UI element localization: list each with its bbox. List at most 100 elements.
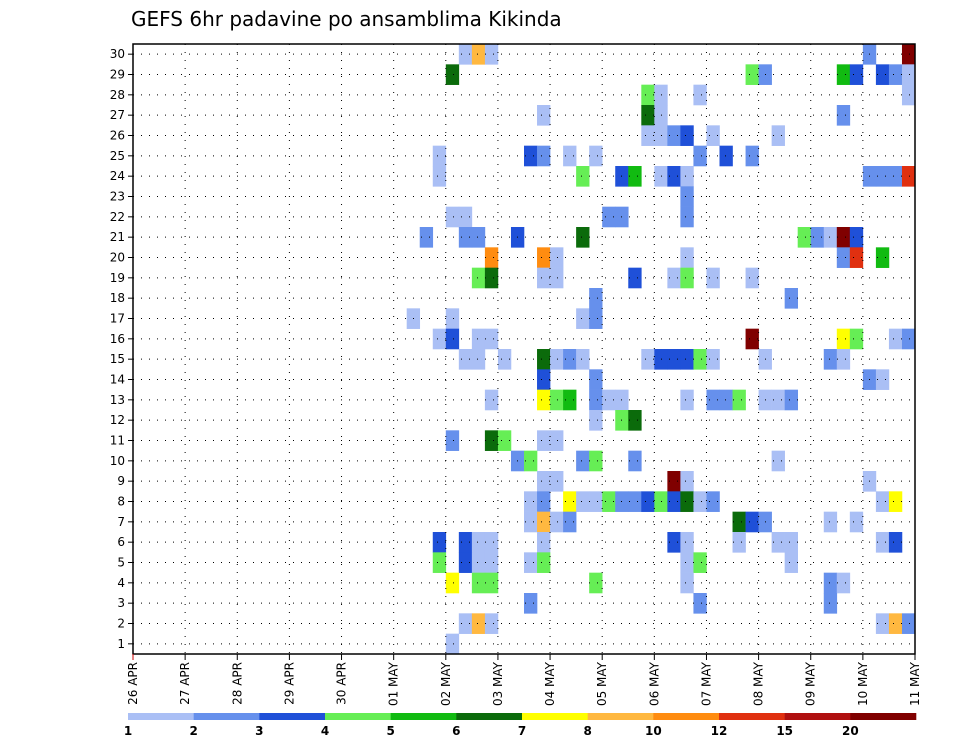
y-tick-label: 17 — [110, 312, 125, 326]
y-tick-label: 22 — [110, 210, 125, 224]
heatmap-cell — [771, 389, 785, 411]
plot-frame — [132, 43, 916, 655]
heatmap-cell — [719, 145, 733, 167]
x-tick-label: 04 MAY — [543, 661, 557, 706]
heatmap-cell — [719, 389, 733, 411]
heatmap-cell — [888, 166, 903, 187]
heatmap-cell — [836, 328, 851, 350]
y-tick-label: 14 — [110, 373, 125, 387]
x-tick-label: 26 APR — [126, 662, 140, 705]
heatmap-cell — [537, 349, 551, 370]
heatmap-cell — [849, 227, 864, 248]
heatmap-cell — [537, 247, 551, 268]
heatmap-cell — [888, 613, 903, 634]
heatmap-cell — [628, 450, 642, 472]
heatmap-cell — [602, 206, 616, 228]
heatmap-cell — [445, 633, 460, 655]
y-tick-label: 10 — [110, 454, 125, 468]
heatmap-cell — [836, 64, 851, 85]
heatmap-cell — [563, 491, 577, 512]
heatmap-cell — [563, 511, 577, 533]
heatmap-cell — [497, 430, 512, 451]
heatmap-cell — [706, 389, 720, 411]
heatmap-cell — [589, 145, 603, 167]
y-tick-label: 29 — [110, 68, 125, 82]
heatmap-cell — [524, 593, 538, 614]
colorbar-swatch — [522, 713, 588, 720]
heatmap-cell — [537, 389, 551, 411]
heatmap-cell — [458, 44, 473, 65]
heatmap-cell — [484, 247, 499, 268]
heatmap-cell — [471, 44, 486, 65]
heatmap-cell — [458, 552, 473, 573]
heatmap-cell — [537, 511, 551, 533]
colorbar-swatch — [456, 713, 523, 720]
colorbar-label: 3 — [255, 724, 263, 738]
heatmap-cell — [693, 491, 707, 512]
heatmap-cell — [432, 552, 447, 573]
heatmap-cell — [745, 145, 759, 167]
heatmap-cell — [745, 511, 759, 533]
heatmap-cell — [537, 430, 551, 451]
heatmap-cell — [693, 349, 707, 370]
y-tick-label: 30 — [110, 47, 125, 61]
heatmap-cell — [471, 227, 486, 248]
heatmap-cell — [576, 227, 590, 248]
heatmap-cell — [680, 389, 694, 411]
y-tick-label: 9 — [117, 474, 125, 488]
heatmap-cell — [471, 572, 486, 594]
x-tick-label: 09 MAY — [804, 661, 818, 706]
y-tick-label: 2 — [117, 617, 125, 631]
heatmap-cell — [680, 206, 694, 228]
colorbar-label: 6 — [452, 724, 460, 738]
heatmap-cell — [550, 471, 564, 492]
x-tick-label: 02 MAY — [439, 661, 453, 706]
heatmap-cell — [537, 532, 551, 553]
heatmap-cell — [680, 166, 694, 187]
heatmap-cell — [693, 145, 707, 167]
heatmap-cell — [732, 532, 746, 553]
heatmap-cell — [667, 125, 681, 146]
y-tick-label: 18 — [110, 291, 125, 305]
heatmap-cell — [458, 613, 473, 634]
heatmap-cell — [628, 166, 642, 187]
heatmap-cell — [667, 532, 681, 553]
heatmap-cell — [875, 613, 890, 634]
heatmap-cell — [471, 349, 486, 370]
heatmap-cell — [849, 328, 864, 350]
heatmap-cell — [693, 552, 707, 573]
heatmap-cell — [888, 328, 903, 350]
heatmap-cell — [484, 532, 499, 553]
y-tick-label: 24 — [110, 169, 125, 183]
heatmap-cell — [550, 349, 564, 370]
heatmap-cell — [589, 288, 603, 309]
heatmap-cell — [875, 64, 890, 85]
heatmap-cell — [706, 125, 720, 146]
heatmap-cell — [576, 349, 590, 370]
heatmap-cell — [680, 471, 694, 492]
heatmap-cell — [563, 349, 577, 370]
heatmap-cell — [823, 572, 838, 594]
heatmap-cell — [849, 511, 864, 533]
heatmap-cell — [745, 64, 759, 85]
y-tick-label: 16 — [110, 332, 125, 346]
heatmap-cell — [875, 369, 890, 390]
x-tick-label: 10 MAY — [856, 661, 870, 706]
y-tick-label: 11 — [110, 434, 125, 448]
heatmap-cell — [706, 491, 720, 512]
colorbar-swatch — [325, 713, 391, 720]
heatmap-cell — [537, 552, 551, 573]
colorbar-label: 7 — [518, 724, 526, 738]
heatmap-cell — [524, 491, 538, 512]
heatmap-cell — [888, 532, 903, 553]
heatmap-cell — [654, 491, 668, 512]
heatmap-cell — [706, 267, 720, 289]
heatmap-cell — [693, 84, 707, 106]
heatmap-cell — [680, 349, 694, 370]
y-tick-label: 6 — [117, 535, 125, 549]
heatmap-cell — [445, 308, 460, 329]
colorbar-swatch — [850, 713, 917, 720]
heatmap-cell — [667, 349, 681, 370]
heatmap-cell — [432, 166, 447, 187]
heatmap-cell — [667, 267, 681, 289]
